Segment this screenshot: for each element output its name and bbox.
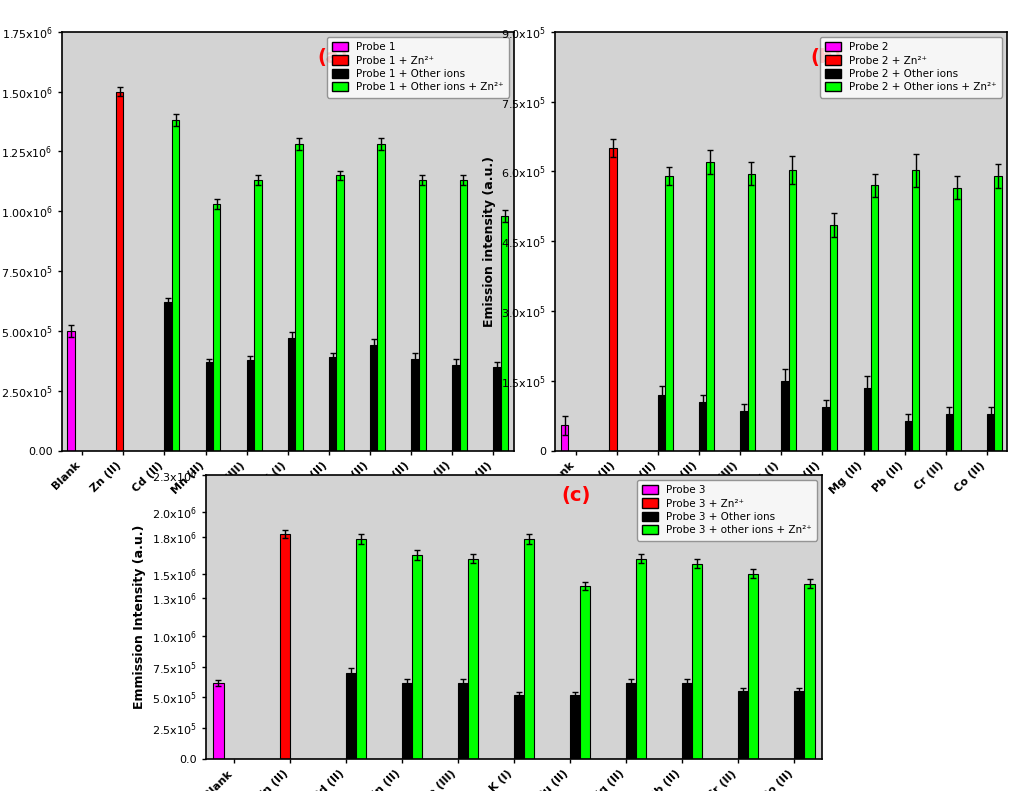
Bar	[524, 539, 535, 759]
Bar	[214, 683, 223, 759]
Y-axis label: Emission intensity (a.u.): Emission intensity (a.u.)	[483, 156, 495, 327]
Bar	[788, 170, 796, 451]
Legend: Probe 3, Probe 3 + Zn²⁺, Probe 3 + Other ions, Probe 3 + other ions + Zn²⁺: Probe 3, Probe 3 + Zn²⁺, Probe 3 + Other…	[637, 480, 817, 540]
Bar	[280, 534, 290, 759]
Legend: Probe 2, Probe 2 + Zn²⁺, Probe 2 + Other ions, Probe 2 + Other ions + Zn²⁺: Probe 2, Probe 2 + Zn²⁺, Probe 2 + Other…	[820, 37, 1002, 97]
Bar	[468, 558, 478, 759]
Bar	[411, 358, 418, 451]
Bar	[206, 362, 213, 451]
Bar	[748, 573, 759, 759]
Bar	[610, 148, 617, 451]
Legend: Probe 1, Probe 1 + Zn²⁺, Probe 1 + Other ions, Probe 1 + Other ions + Zn²⁺: Probe 1, Probe 1 + Zn²⁺, Probe 1 + Other…	[327, 37, 509, 97]
Bar	[501, 216, 508, 451]
Bar	[493, 367, 501, 451]
Bar	[402, 683, 412, 759]
Bar	[692, 564, 702, 759]
Bar	[580, 586, 590, 759]
Bar	[626, 683, 636, 759]
Bar	[370, 346, 377, 451]
Bar	[683, 683, 692, 759]
Bar	[418, 180, 426, 451]
Bar	[805, 584, 814, 759]
Bar	[781, 381, 788, 451]
Bar	[247, 360, 254, 451]
Bar	[213, 204, 220, 451]
Bar	[412, 555, 423, 759]
Bar	[164, 302, 172, 451]
Bar	[295, 144, 302, 451]
Bar	[912, 170, 919, 451]
Bar	[254, 180, 261, 451]
Bar	[116, 92, 123, 451]
Bar	[830, 225, 837, 451]
Bar	[795, 691, 805, 759]
Bar	[706, 162, 713, 451]
Bar	[658, 395, 665, 451]
Bar	[946, 414, 953, 451]
Bar	[740, 411, 747, 451]
Bar	[699, 402, 706, 451]
Bar	[571, 695, 580, 759]
Text: (b): (b)	[811, 48, 842, 67]
Y-axis label: Emmission Intensity (a.u.): Emmission Intensity (a.u.)	[133, 524, 146, 710]
Bar	[356, 539, 366, 759]
Bar	[953, 187, 960, 451]
Bar	[561, 426, 568, 451]
Bar	[514, 695, 524, 759]
Bar	[636, 558, 647, 759]
Bar	[994, 176, 1001, 451]
Bar	[905, 421, 912, 451]
Bar	[864, 388, 871, 451]
Bar	[457, 683, 468, 759]
Bar	[68, 331, 75, 451]
Bar	[987, 414, 994, 451]
Bar	[377, 144, 384, 451]
Bar	[288, 339, 295, 451]
Bar	[747, 174, 755, 451]
Bar	[871, 185, 878, 451]
Bar	[665, 176, 672, 451]
Text: (c): (c)	[561, 486, 590, 505]
Bar	[336, 176, 343, 451]
Bar	[738, 691, 748, 759]
Bar	[345, 672, 356, 759]
Text: (a): (a)	[318, 48, 348, 67]
Bar	[452, 365, 460, 451]
Bar	[460, 180, 467, 451]
Bar	[172, 120, 179, 451]
Bar	[822, 407, 830, 451]
Bar	[329, 358, 336, 451]
